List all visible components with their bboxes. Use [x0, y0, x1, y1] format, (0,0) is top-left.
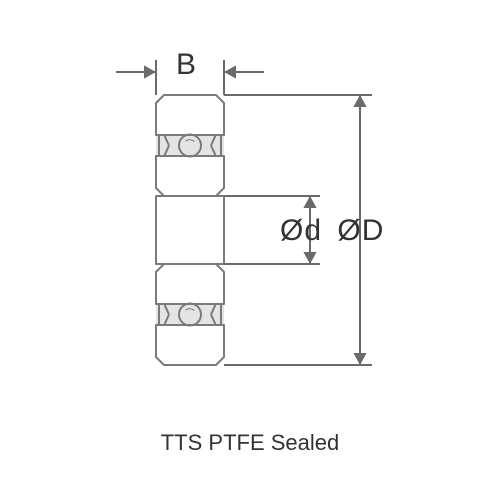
label-outer-diameter: ØD — [337, 214, 384, 247]
label-width-B: B — [176, 48, 196, 82]
diagram-caption: TTS PTFE Sealed — [0, 430, 500, 456]
bearing-diagram — [0, 0, 500, 500]
label-diameters: Ød ØD — [280, 214, 384, 248]
label-inner-diameter: Ød — [280, 214, 322, 247]
